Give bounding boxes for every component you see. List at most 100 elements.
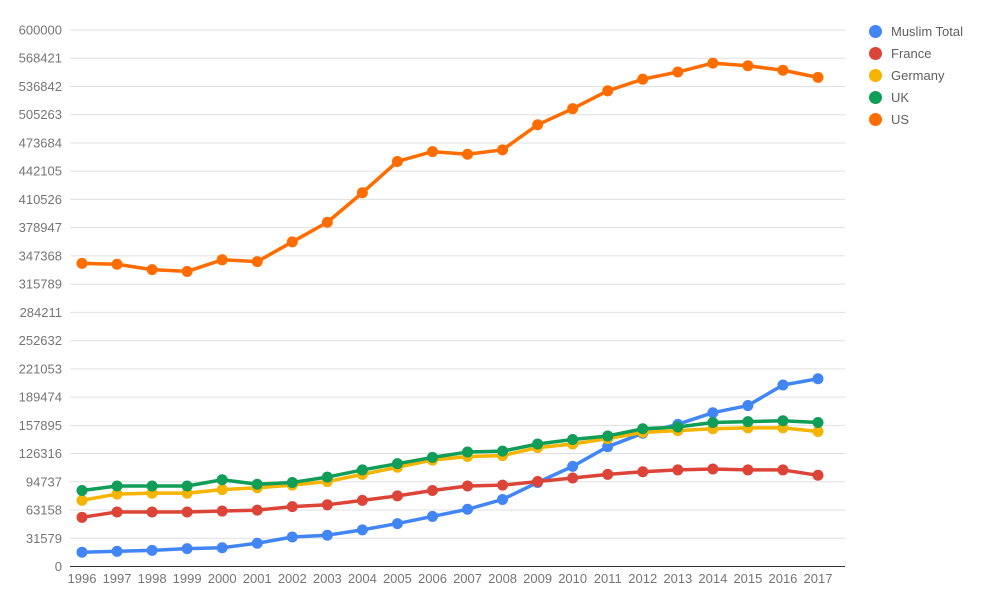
france-point-2016[interactable] (777, 464, 789, 476)
france-point-2012[interactable] (637, 466, 649, 478)
france-point-2001[interactable] (251, 504, 263, 516)
legend-item-muslim-total[interactable]: Muslim Total (869, 20, 963, 42)
legend-item-germany[interactable]: Germany (869, 64, 963, 86)
us-point-2014[interactable] (707, 57, 719, 69)
muslim-total-point-2003[interactable] (321, 529, 333, 541)
france-point-2004[interactable] (356, 494, 368, 506)
muslim-total-point-2006[interactable] (426, 510, 438, 522)
uk-point-2006[interactable] (426, 451, 438, 463)
us-point-2003[interactable] (321, 216, 333, 228)
muslim-total-point-1996[interactable] (76, 546, 88, 558)
uk-point-2004[interactable] (356, 464, 368, 476)
uk-point-2005[interactable] (391, 458, 403, 470)
us-point-2008[interactable] (497, 144, 509, 156)
france-point-2008[interactable] (497, 479, 509, 491)
muslim-total-point-1999[interactable] (181, 543, 193, 555)
us-point-2011[interactable] (602, 85, 614, 97)
us-point-2016[interactable] (777, 64, 789, 76)
france-point-2014[interactable] (707, 463, 719, 475)
germany-point-1997[interactable] (111, 488, 123, 500)
us-point-2002[interactable] (286, 236, 298, 248)
muslim-total-point-2015[interactable] (742, 400, 754, 412)
us-point-2015[interactable] (742, 60, 754, 72)
legend-item-us[interactable]: US (869, 108, 963, 130)
x-axis-tick-label: 2007 (453, 571, 482, 586)
muslim-total-point-2007[interactable] (462, 503, 474, 515)
x-axis-tick-label: 2002 (278, 571, 307, 586)
france-point-2000[interactable] (216, 505, 228, 517)
uk-point-2010[interactable] (567, 434, 579, 446)
france-point-2011[interactable] (602, 468, 614, 480)
legend-swatch-icon (869, 112, 882, 126)
muslim-total-point-2014[interactable] (707, 407, 719, 419)
us-point-2012[interactable] (637, 73, 649, 85)
france-point-2010[interactable] (567, 472, 579, 484)
uk-point-2003[interactable] (321, 471, 333, 483)
muslim-total-point-2017[interactable] (812, 373, 824, 385)
uk-point-1999[interactable] (181, 480, 193, 492)
muslim-total-point-2008[interactable] (497, 493, 509, 505)
france-point-2005[interactable] (391, 490, 403, 502)
uk-point-2008[interactable] (497, 445, 509, 457)
germany-point-1996[interactable] (76, 494, 88, 506)
france-point-1998[interactable] (146, 506, 158, 518)
legend-item-france[interactable]: France (869, 42, 963, 64)
uk-point-2000[interactable] (216, 474, 228, 486)
germany-point-2017[interactable] (812, 425, 824, 437)
us-point-2004[interactable] (356, 187, 368, 199)
uk-point-2001[interactable] (251, 478, 263, 490)
france-point-2009[interactable] (532, 476, 544, 488)
us-point-2010[interactable] (567, 103, 579, 115)
us-point-2000[interactable] (216, 254, 228, 266)
us-point-2001[interactable] (251, 256, 263, 268)
muslim-total-point-2011[interactable] (602, 441, 614, 453)
uk-point-2015[interactable] (742, 416, 754, 428)
france-point-2015[interactable] (742, 464, 754, 476)
france-point-2002[interactable] (286, 501, 298, 513)
legend-item-uk[interactable]: UK (869, 86, 963, 108)
uk-point-1996[interactable] (76, 484, 88, 496)
uk-point-1998[interactable] (146, 480, 158, 492)
france-point-2006[interactable] (426, 484, 438, 496)
us-point-2005[interactable] (391, 155, 403, 167)
us-point-1998[interactable] (146, 264, 158, 276)
us-point-2013[interactable] (672, 66, 684, 78)
muslim-total-point-2005[interactable] (391, 518, 403, 530)
y-axis-tick-label: 63158 (26, 503, 62, 518)
muslim-total-point-1997[interactable] (111, 545, 123, 557)
uk-point-2014[interactable] (707, 417, 719, 429)
uk-point-2016[interactable] (777, 415, 789, 427)
muslim-total-point-2000[interactable] (216, 542, 228, 554)
muslim-total-point-2001[interactable] (251, 537, 263, 549)
us-point-1996[interactable] (76, 257, 88, 269)
x-axis-tick-label: 2013 (663, 571, 692, 586)
uk-point-1997[interactable] (111, 480, 123, 492)
muslim-total-point-2016[interactable] (777, 379, 789, 391)
uk-point-2007[interactable] (462, 446, 474, 458)
us-point-2006[interactable] (426, 146, 438, 158)
uk-point-2012[interactable] (637, 423, 649, 435)
muslim-total-line (80, 376, 820, 554)
germany-point-2000[interactable] (216, 484, 228, 496)
france-point-2017[interactable] (812, 469, 824, 481)
muslim-total-point-2002[interactable] (286, 531, 298, 543)
muslim-total-point-1998[interactable] (146, 544, 158, 556)
us-point-1997[interactable] (111, 258, 123, 270)
france-point-1996[interactable] (76, 511, 88, 523)
us-point-2009[interactable] (532, 119, 544, 131)
us-point-2007[interactable] (462, 148, 474, 160)
muslim-total-point-2010[interactable] (567, 460, 579, 472)
france-point-2013[interactable] (672, 464, 684, 476)
muslim-total-point-2004[interactable] (356, 524, 368, 536)
us-point-2017[interactable] (812, 71, 824, 83)
uk-point-2009[interactable] (532, 438, 544, 450)
france-point-2007[interactable] (462, 480, 474, 492)
france-point-2003[interactable] (321, 499, 333, 511)
us-point-1999[interactable] (181, 265, 193, 277)
uk-point-2011[interactable] (602, 430, 614, 442)
uk-point-2013[interactable] (672, 421, 684, 433)
uk-point-2002[interactable] (286, 476, 298, 488)
france-point-1997[interactable] (111, 506, 123, 518)
france-point-1999[interactable] (181, 506, 193, 518)
uk-point-2017[interactable] (812, 417, 824, 429)
